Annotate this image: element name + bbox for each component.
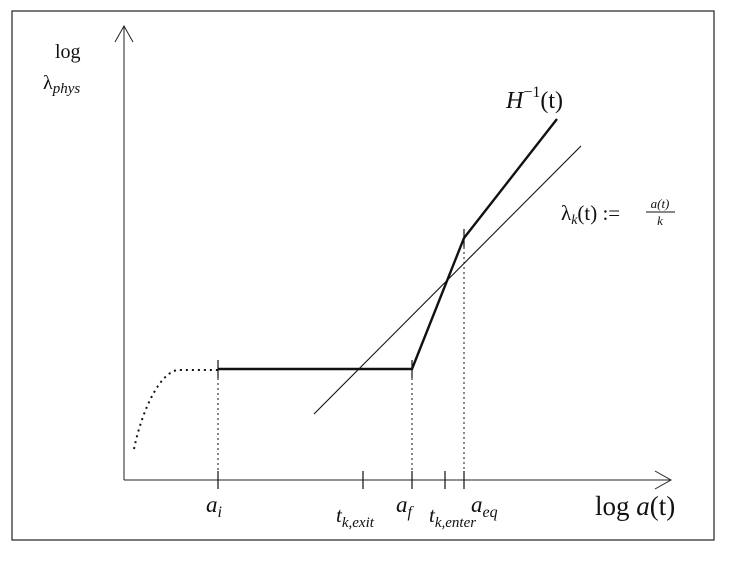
tick-label-ai: ai [206, 492, 222, 521]
tick-label-texit: tk,exit [336, 503, 375, 531]
line-label-lambda-k: λk(t) := a(t) k [561, 196, 675, 228]
hubble-radius-curve [218, 118, 558, 371]
fraction-denominator: k [657, 213, 663, 228]
tick-label-tenter: tk,enter [429, 503, 476, 531]
x-axis [124, 470, 673, 490]
figure-border [11, 10, 715, 541]
curve-label-h-inverse: H−1(t) [505, 84, 563, 114]
y-axis-label-sub: phys [52, 81, 81, 97]
fraction-numerator: a(t) [651, 196, 670, 211]
dotted-initial-curve [133, 369, 218, 450]
tick-label-af: af [396, 492, 415, 521]
svg-text:λk(t) :=: λk(t) := [561, 201, 620, 228]
wavelength-line [313, 145, 582, 415]
tick-label-aeq: aeq [471, 492, 498, 521]
y-axis [114, 24, 134, 480]
y-axis-label-log: log [55, 41, 81, 63]
x-axis-label: log a(t) [595, 491, 675, 521]
y-axis-label-lambda: λphys [43, 72, 80, 97]
